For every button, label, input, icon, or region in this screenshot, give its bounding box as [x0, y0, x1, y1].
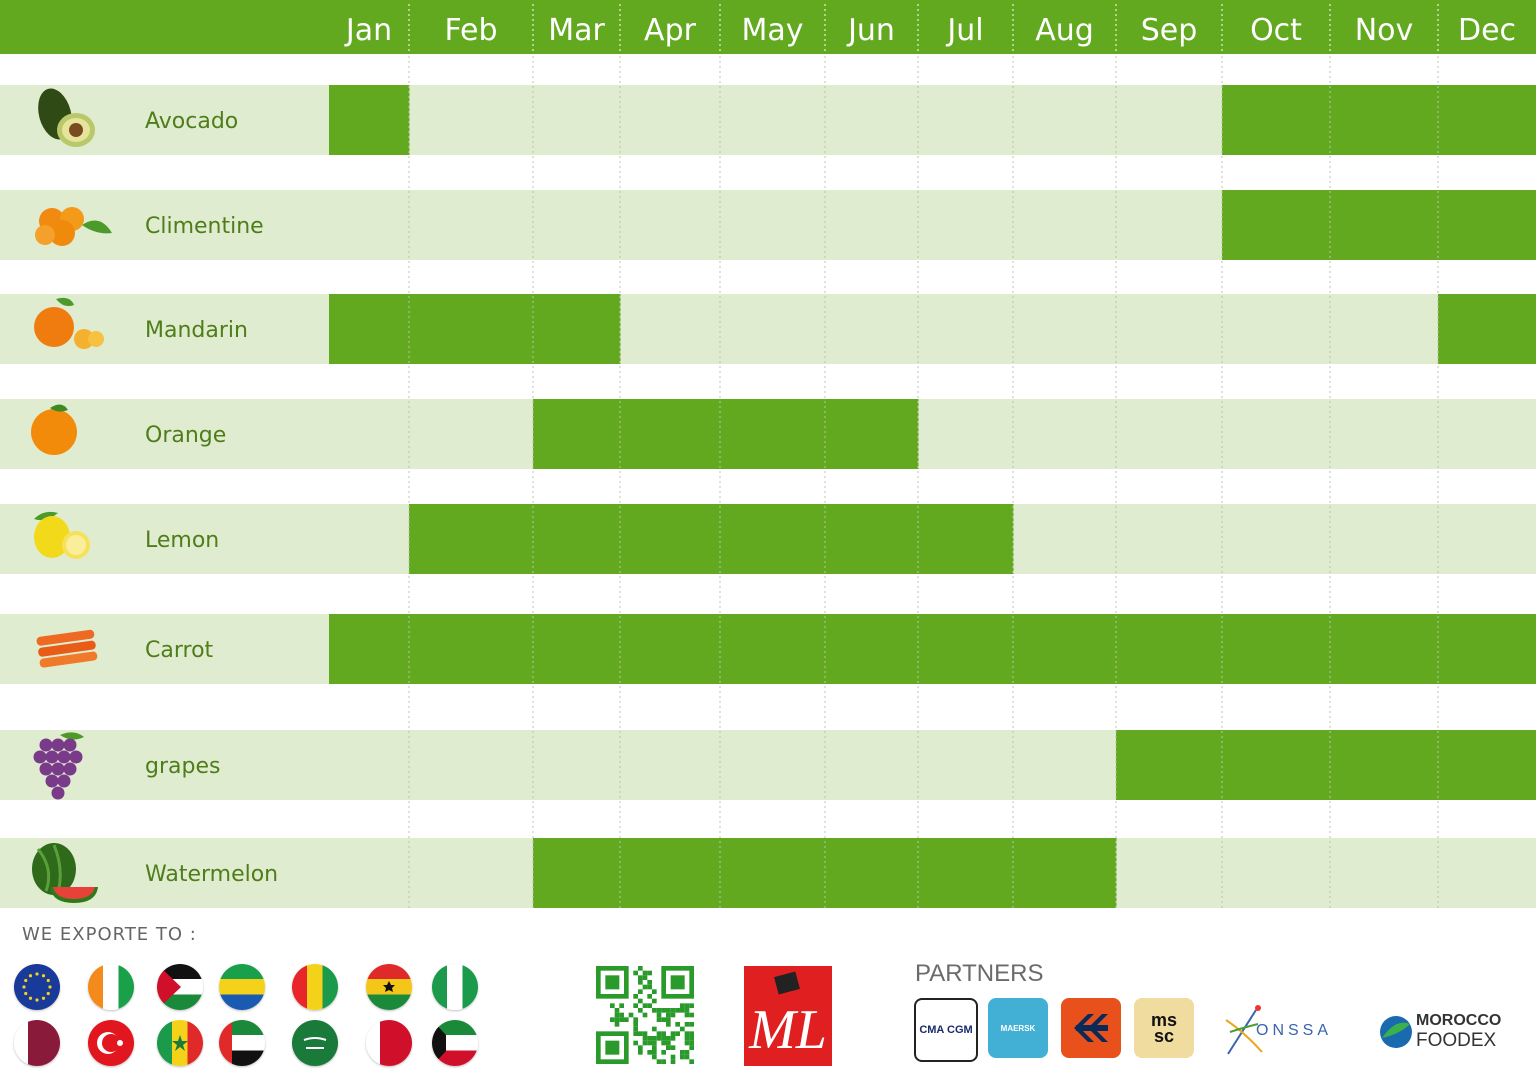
hapag-lloyd-logo [1061, 998, 1121, 1058]
turkey-flag-icon [88, 1020, 134, 1066]
harvest-cell [918, 838, 1014, 908]
harvest-cell [620, 838, 721, 908]
harvest-cell [825, 614, 919, 684]
qatar-flag-icon [14, 1020, 60, 1066]
row-label-mandarin: Mandarin [145, 318, 248, 343]
harvest-cell [1116, 730, 1223, 800]
row-label-avocado: Avocado [145, 109, 238, 134]
month-label-jun: Jun [846, 13, 895, 48]
uae-flag-icon [219, 1020, 265, 1066]
harvest-cell [825, 504, 919, 574]
harvest-cell [1330, 614, 1439, 684]
harvest-cell [720, 504, 826, 574]
kuwait-flag-icon [432, 1020, 478, 1066]
harvest-cell [825, 399, 919, 469]
harvest-cell [1013, 614, 1117, 684]
harvest-cell [1438, 730, 1536, 800]
ghana-flag-icon [366, 964, 412, 1010]
harvest-cell [329, 294, 410, 364]
harvest-cell [1222, 730, 1331, 800]
msc-logo: ms sc [1134, 998, 1194, 1058]
jordan-flag-icon [157, 964, 203, 1010]
month-label-apr: Apr [644, 13, 697, 48]
harvest-cell [1222, 614, 1331, 684]
harvest-cell [720, 614, 826, 684]
eu-flag-icon [14, 964, 60, 1010]
row-band-mandarin [0, 294, 1536, 364]
onssa-logo: ONSSA [1222, 1002, 1362, 1058]
lemon-icon [34, 511, 90, 559]
harvest-cell [1330, 85, 1439, 155]
avocado-icon [38, 88, 95, 147]
harvest-cell [1330, 730, 1439, 800]
harvest-cell [533, 838, 621, 908]
month-label-aug: Aug [1035, 13, 1094, 48]
month-label-jul: Jul [945, 13, 983, 48]
harvest-cell [620, 614, 721, 684]
harvest-cell [533, 504, 621, 574]
ivory-coast-flag-icon [88, 964, 134, 1010]
row-label-lemon: Lemon [145, 528, 219, 553]
harvest-cell [1438, 190, 1536, 260]
row-label-climentine: Climentine [145, 214, 264, 239]
maersk-logo: MAERSK [988, 998, 1048, 1058]
harvest-cell [720, 838, 826, 908]
grapes-icon [33, 732, 84, 800]
qr-code-icon[interactable] [596, 966, 694, 1064]
month-label-mar: Mar [548, 13, 605, 48]
harvest-cell [620, 399, 721, 469]
harvest-cell [1116, 614, 1223, 684]
clementine-icon [35, 207, 112, 246]
carrot-icon [36, 629, 98, 668]
row-label-grapes: grapes [145, 754, 220, 779]
bahrain-flag-icon [366, 1020, 412, 1066]
harvest-cell [329, 614, 410, 684]
orange-icon [31, 404, 77, 455]
month-label-oct: Oct [1250, 13, 1302, 48]
harvest-cell [1438, 614, 1536, 684]
month-label-nov: Nov [1355, 13, 1414, 48]
row-label-carrot: Carrot [145, 638, 214, 663]
header-band [0, 0, 1536, 54]
harvest-cell [533, 614, 621, 684]
harvest-cell [533, 294, 621, 364]
month-label-dec: Dec [1458, 13, 1516, 48]
senegal-flag-icon [157, 1020, 203, 1066]
morocco-foodex-logo: MOROCCO FOODEX [1378, 1008, 1518, 1056]
guinea-flag-icon [292, 964, 338, 1010]
harvest-calendar-chart: Jan Feb Mar Apr May Jun Jul Aug Sep Oct Nov Dec Avoc… [0, 0, 1536, 910]
month-label-jan: Jan [344, 13, 392, 48]
harvest-cell [329, 85, 410, 155]
harvest-cell [620, 504, 721, 574]
export-label: WE EXPORTE TO : [22, 924, 197, 945]
harvest-cell [825, 838, 919, 908]
row-label-watermelon: Watermelon [145, 862, 278, 887]
harvest-cell [1222, 190, 1331, 260]
partners-label: PARTNERS [915, 960, 1044, 987]
harvest-cell [1330, 190, 1439, 260]
harvest-cell [409, 504, 534, 574]
cma-cgm-logo: CMA CGM [914, 998, 978, 1062]
harvest-cell [1013, 838, 1117, 908]
watermelon-icon [32, 843, 98, 903]
harvest-cell [720, 399, 826, 469]
saudi-arabia-flag-icon [292, 1020, 338, 1066]
mandarin-icon [34, 297, 104, 349]
harvest-cell [1222, 85, 1331, 155]
month-label-sep: Sep [1141, 13, 1198, 48]
harvest-cell [409, 294, 534, 364]
month-label-feb: Feb [444, 13, 497, 48]
gabon-flag-icon [219, 964, 265, 1010]
ml-logo: ML [744, 966, 832, 1066]
harvest-cell [918, 504, 1014, 574]
nigeria-flag-icon [432, 964, 478, 1010]
harvest-cell [1438, 294, 1536, 364]
harvest-cell [533, 399, 621, 469]
row-label-orange: Orange [145, 423, 226, 448]
harvest-cell [918, 614, 1014, 684]
harvest-cell [1438, 85, 1536, 155]
svg-text:ML: ML [748, 999, 827, 1061]
harvest-cell [409, 614, 534, 684]
month-label-may: May [741, 13, 803, 48]
